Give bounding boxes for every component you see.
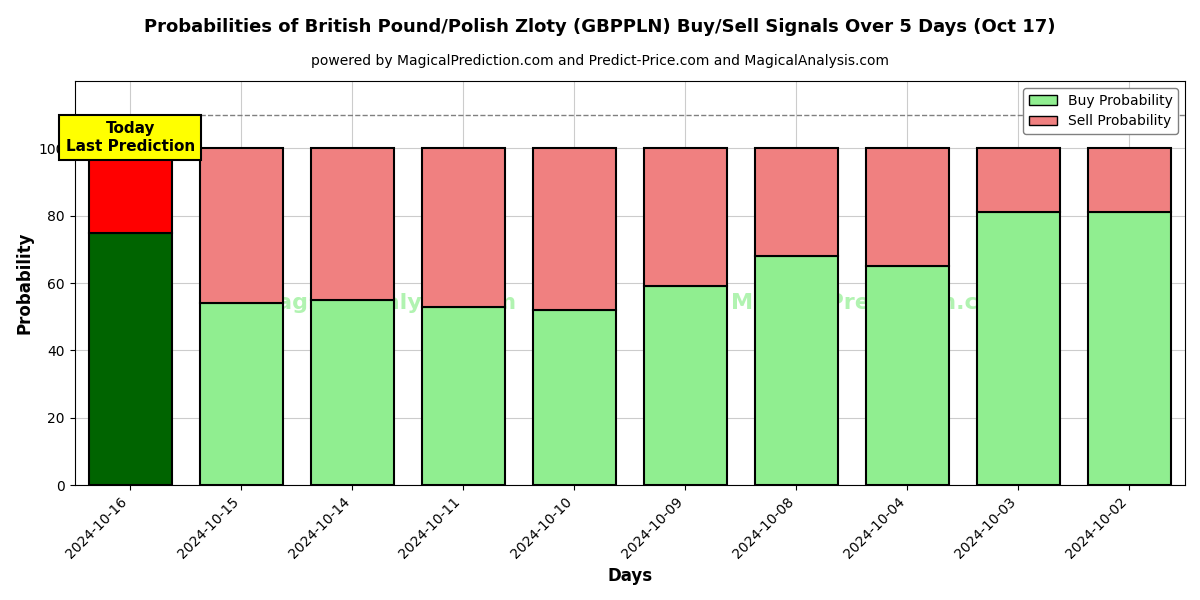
Bar	[755, 148, 838, 256]
Bar	[643, 286, 727, 485]
Bar	[977, 212, 1060, 485]
Bar	[533, 148, 616, 310]
Bar	[977, 148, 1060, 212]
Bar	[865, 266, 949, 485]
Bar	[311, 148, 394, 300]
Text: MagicalAnalysis.com: MagicalAnalysis.com	[254, 293, 516, 313]
Text: Probabilities of British Pound/Polish Zloty (GBPPLN) Buy/Sell Signals Over 5 Day: Probabilities of British Pound/Polish Zl…	[144, 18, 1056, 36]
Legend: Buy Probability, Sell Probability: Buy Probability, Sell Probability	[1024, 88, 1178, 134]
Bar	[89, 148, 172, 233]
Bar	[421, 307, 505, 485]
Bar	[199, 303, 283, 485]
Text: Today
Last Prediction: Today Last Prediction	[66, 121, 194, 154]
Text: powered by MagicalPrediction.com and Predict-Price.com and MagicalAnalysis.com: powered by MagicalPrediction.com and Pre…	[311, 54, 889, 68]
Bar	[89, 233, 172, 485]
Bar	[1088, 212, 1171, 485]
Bar	[755, 256, 838, 485]
Bar	[865, 148, 949, 266]
Bar	[311, 300, 394, 485]
Bar	[421, 148, 505, 307]
Bar	[1088, 148, 1171, 212]
Bar	[533, 310, 616, 485]
Bar	[643, 148, 727, 286]
Bar	[199, 148, 283, 303]
Y-axis label: Probability: Probability	[16, 232, 34, 334]
X-axis label: Days: Days	[607, 567, 653, 585]
Text: MagicalPrediction.com: MagicalPrediction.com	[732, 293, 1016, 313]
